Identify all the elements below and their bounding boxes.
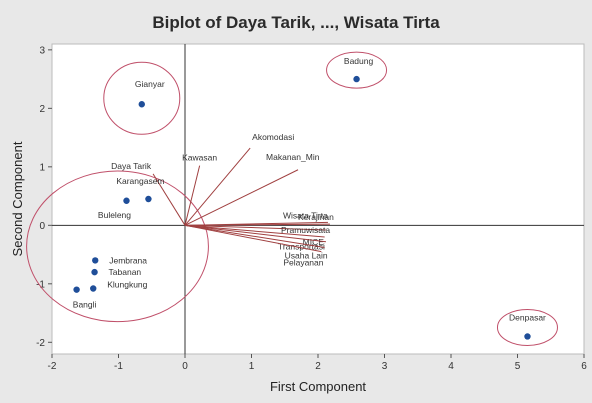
point-label-bangli: Bangli — [73, 300, 97, 310]
vector-label-pelayanan: Pelayanan — [283, 258, 323, 268]
vector-label-usaha-lain: Usaha Lain — [285, 251, 328, 261]
point-klungkung — [90, 285, 97, 292]
vector-label-kerajinan: Kerajinan — [298, 212, 334, 222]
vector-label-akomodasi: Akomodasi — [252, 132, 294, 142]
point-label-klungkung: Klungkung — [107, 279, 147, 289]
vector-kerajinan — [184, 223, 330, 226]
x-tick-label: 1 — [249, 361, 255, 372]
vector-label-makanan-min: Makanan_Min — [266, 152, 320, 162]
point-label-tabanan: Tabanan — [109, 267, 142, 277]
vector-label-daya-tarik: Daya Tarik — [111, 161, 152, 171]
x-tick-label: 4 — [448, 361, 454, 372]
x-tick-label: 6 — [581, 361, 587, 372]
vector-mice — [184, 224, 325, 238]
chart-title: Biplot of Daya Tarik, ..., Wisata Tirta — [152, 13, 440, 32]
group-ellipses — [26, 51, 558, 346]
vector-pelayanan — [184, 224, 322, 253]
score-points: Badung Gianyar Karangasem Buleleng Jembrana T… — [73, 56, 546, 340]
vector-label-wisata-tirta: Wisata Tirta — [283, 210, 328, 220]
x-tick-label: 3 — [382, 361, 388, 372]
point-label-badung: Badung — [344, 56, 374, 66]
vector-label-kawasan: Kawasan — [182, 153, 217, 163]
point-label-denpasar: Denpasar — [509, 312, 546, 322]
group-ellipse — [496, 308, 558, 346]
y-tick-label: -1 — [36, 279, 45, 290]
vector-transportasi — [184, 224, 327, 243]
group-ellipse — [26, 170, 209, 323]
x-tick-label: -1 — [114, 361, 123, 372]
group-ellipse — [326, 51, 388, 89]
axis-ticks: -2 -1 0 1 2 3 4 5 6 -2 -1 0 1 2 3 — [36, 45, 587, 372]
vector-label-transportasi: Transportasi — [278, 242, 325, 252]
point-label-gianyar: Gianyar — [135, 79, 165, 89]
loading-vectors: Daya Tarik Kawasan Akomodasi Makanan_Min Wis… — [111, 132, 334, 268]
vector-label-pramuwisata: Pramuwisata — [281, 225, 330, 235]
y-axis-label: Second Component — [10, 141, 25, 256]
y-tick-label: 2 — [39, 104, 45, 115]
group-ellipse — [103, 61, 181, 135]
vector-label-mice: MICE — [303, 237, 325, 247]
point-karangasem — [145, 195, 152, 203]
point-denpasar — [524, 333, 531, 340]
vector-daya-tarik — [152, 173, 186, 226]
point-badung — [353, 75, 360, 83]
vector-kawasan — [184, 165, 201, 226]
y-tick-label: 3 — [39, 45, 45, 56]
reference-lines — [52, 44, 584, 354]
point-tabanan — [91, 268, 98, 276]
x-tick-label: 0 — [182, 361, 188, 372]
vector-akomodasi — [184, 147, 251, 226]
point-gianyar — [138, 101, 145, 108]
x-tick-label: 2 — [315, 361, 321, 372]
point-buleleng — [123, 197, 130, 204]
vector-pramuwisata — [184, 224, 326, 231]
vector-usaha-lain — [184, 224, 325, 249]
y-tick-label: 0 — [39, 221, 45, 232]
x-tick-label: 5 — [515, 361, 521, 372]
x-axis-label: First Component — [270, 379, 366, 394]
vector-makanan-min — [184, 169, 299, 226]
point-label-karangasem: Karangasem — [116, 176, 164, 186]
y-tick-label: 1 — [39, 162, 45, 173]
x-tick-label: -2 — [48, 361, 57, 372]
point-label-buleleng: Buleleng — [98, 210, 131, 220]
point-jembrana — [92, 257, 99, 264]
plot-area — [51, 43, 585, 355]
y-tick-label: -2 — [36, 338, 45, 349]
point-label-jembrana: Jembrana — [109, 255, 147, 265]
point-bangli — [73, 286, 80, 293]
